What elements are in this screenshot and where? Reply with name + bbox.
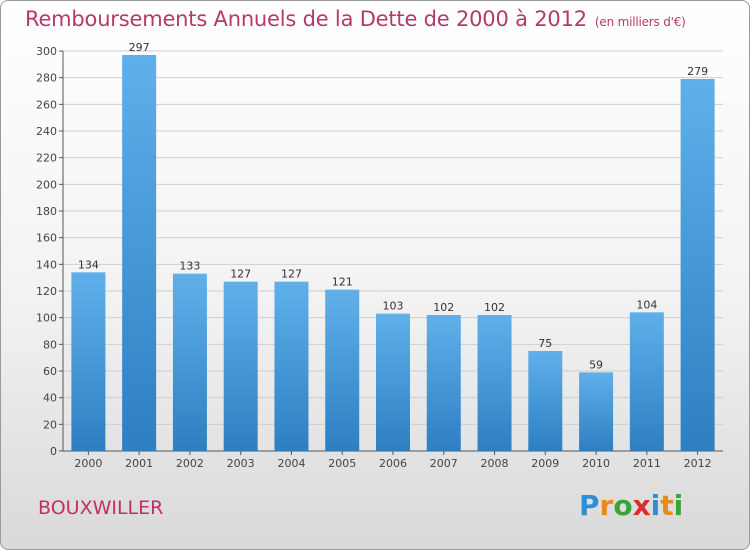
y-tick-label: 240 <box>36 125 57 138</box>
commune-name: BOUXWILLER <box>38 497 164 519</box>
value-label-2000: 134 <box>78 258 99 271</box>
x-tick-label-2010: 2010 <box>582 457 610 470</box>
bar-2000 <box>71 272 106 451</box>
proxiti-logo: Proxiti <box>579 489 683 522</box>
y-tick-label: 300 <box>36 45 57 58</box>
bar-2003 <box>223 281 258 451</box>
y-tick-label: 40 <box>43 392 57 405</box>
bar-2009 <box>528 351 563 451</box>
value-label-2008: 102 <box>484 301 505 314</box>
y-tick-label: 60 <box>43 365 57 378</box>
bar-2004 <box>274 281 309 451</box>
y-tick-label: 280 <box>36 72 57 85</box>
x-tick-label-2001: 2001 <box>125 457 153 470</box>
x-tick-label-2008: 2008 <box>481 457 509 470</box>
value-label-2005: 121 <box>332 276 353 289</box>
value-label-2003: 127 <box>230 268 251 281</box>
chart-unit: (en milliers d'€) <box>594 15 686 29</box>
bars <box>71 55 715 451</box>
chart-title: Remboursements Annuels de la Dette de 20… <box>25 7 686 31</box>
x-tick-label-2004: 2004 <box>277 457 305 470</box>
value-label-2007: 102 <box>433 301 454 314</box>
x-tick-label-2009: 2009 <box>531 457 559 470</box>
labels: 0 20 40 60 80 100 120 140 160 180 200 220 240 260 280 3… <box>36 41 712 470</box>
y-tick-label: 260 <box>36 98 57 111</box>
value-label-2001: 297 <box>129 41 150 54</box>
x-tick-label-2007: 2007 <box>430 457 458 470</box>
y-tick-label: 80 <box>43 338 57 351</box>
value-label-2006: 103 <box>383 300 404 313</box>
y-tick-label: 200 <box>36 178 57 191</box>
bar-2001 <box>122 55 157 451</box>
value-label-2010: 59 <box>589 358 603 371</box>
logo-letter: x <box>632 489 651 522</box>
x-tick-label-2002: 2002 <box>176 457 204 470</box>
logo-letter: o <box>613 489 633 522</box>
logo-letter: t <box>660 489 674 522</box>
y-tick-label: 160 <box>36 232 57 245</box>
y-tick-label: 140 <box>36 258 57 271</box>
logo-letter: i <box>650 489 661 522</box>
bar-2006 <box>376 313 410 451</box>
y-tick-label: 120 <box>36 285 57 298</box>
value-label-2009: 75 <box>538 337 552 350</box>
y-tick-label: 100 <box>36 312 57 325</box>
value-label-2012: 279 <box>687 65 708 78</box>
bar-2010 <box>579 372 614 451</box>
x-tick-label-2012: 2012 <box>684 457 712 470</box>
bar-2012 <box>680 79 715 451</box>
value-label-2004: 127 <box>281 268 302 281</box>
value-label-2002: 133 <box>179 260 200 273</box>
y-tick-label: 0 <box>50 445 57 458</box>
bar-2007 <box>426 315 461 451</box>
bar-2011 <box>629 312 664 451</box>
x-tick-label-2003: 2003 <box>227 457 255 470</box>
x-tick-label-2006: 2006 <box>379 457 407 470</box>
x-tick-label-2011: 2011 <box>633 457 661 470</box>
y-tick-label: 220 <box>36 152 57 165</box>
x-tick-label-2000: 2000 <box>74 457 102 470</box>
logo-letter: r <box>599 489 614 522</box>
x-tick-label-2005: 2005 <box>328 457 356 470</box>
chart-title-text: Remboursements Annuels de la Dette de 20… <box>25 7 587 31</box>
y-tick-label: 180 <box>36 205 57 218</box>
bar-2008 <box>477 315 512 451</box>
logo-letter: i <box>673 489 684 522</box>
value-label-2011: 104 <box>636 298 657 311</box>
bar-2002 <box>172 273 207 451</box>
logo-letter: P <box>579 489 600 522</box>
y-tick-label: 20 <box>43 418 57 431</box>
bar-2005 <box>325 289 360 451</box>
